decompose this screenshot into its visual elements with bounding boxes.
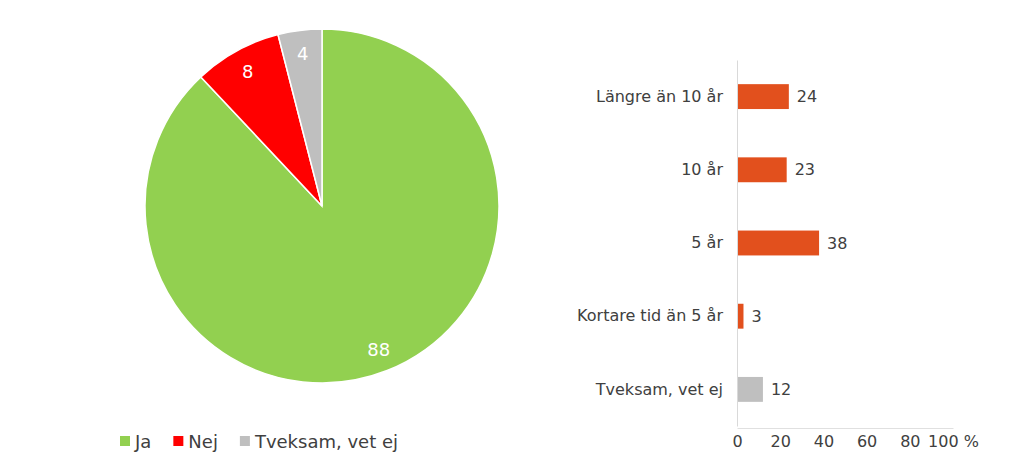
bar — [737, 157, 787, 182]
data-label: 38 — [827, 234, 847, 253]
tick-label: 60 — [857, 432, 877, 451]
tick-label: 20 — [771, 432, 791, 451]
legend-swatch — [120, 436, 130, 446]
axis-line — [738, 428, 954, 429]
pie-slice — [278, 29, 322, 206]
data-label: 8 — [242, 61, 253, 82]
data-label: 4 — [297, 43, 308, 64]
tick: 100 % — [928, 428, 979, 451]
legend-item: Nej — [173, 431, 218, 452]
legend-swatch — [240, 436, 250, 446]
tick: 5 år — [691, 233, 737, 252]
x-axis: 0 20 40 60 80 100 % — [732, 428, 979, 451]
pie-slice — [145, 29, 499, 383]
tick: 40 — [814, 428, 834, 451]
tick: 80 — [900, 428, 920, 451]
legend-item: Tveksam, vet ej — [240, 431, 398, 452]
legend-item: Ja — [120, 431, 151, 452]
tick-label: 0 — [732, 432, 742, 451]
data-label: 88 — [367, 339, 390, 360]
data-label: 24 — [797, 87, 817, 106]
tick: Kortare tid än 5 år — [577, 306, 737, 325]
legend-swatch — [173, 436, 183, 446]
tick: 20 — [771, 428, 791, 451]
legend-label: Nej — [188, 431, 218, 452]
data-labels: 24 23 38 3 12 — [751, 87, 847, 399]
data-label: 12 — [771, 380, 791, 399]
tick-label: Längre än 10 år — [596, 87, 723, 106]
legend-label: Tveksam, vet ej — [254, 431, 398, 452]
data-label: 23 — [795, 160, 815, 179]
tick: 0 — [732, 428, 742, 451]
pie-chart: 8884 — [145, 29, 499, 383]
tick-label: 40 — [814, 432, 834, 451]
tick-label: 5 år — [691, 233, 723, 252]
bar — [737, 84, 789, 109]
data-label: 3 — [751, 307, 761, 326]
legend-label: Ja — [134, 431, 151, 452]
bar — [737, 231, 819, 256]
tick: 60 — [857, 428, 877, 451]
bar-chart: 0 20 40 60 80 100 % Längre än 10 år 10 år 5 år Ko… — [577, 61, 979, 452]
tick: Längre än 10 år — [596, 87, 737, 106]
y-axis: Längre än 10 år 10 år 5 år Kortare tid än 5… — [577, 61, 737, 427]
tick: Tveksam, vet ej — [595, 380, 737, 399]
tick-label: 100 % — [928, 432, 979, 451]
tick-label: 80 — [900, 432, 920, 451]
tick: 10 år — [681, 160, 737, 179]
tick-label: Kortare tid än 5 år — [577, 306, 723, 325]
legend: Ja Nej Tveksam, vet ej — [120, 431, 398, 452]
chart-root: 8884JaNejTveksam, vet ej020406080100 %Lä… — [0, 0, 1024, 461]
bars — [737, 84, 819, 402]
tick-label: 10 år — [681, 160, 723, 179]
tick-label: Tveksam, vet ej — [595, 380, 723, 399]
axis-line — [737, 61, 738, 427]
bar — [737, 377, 763, 402]
